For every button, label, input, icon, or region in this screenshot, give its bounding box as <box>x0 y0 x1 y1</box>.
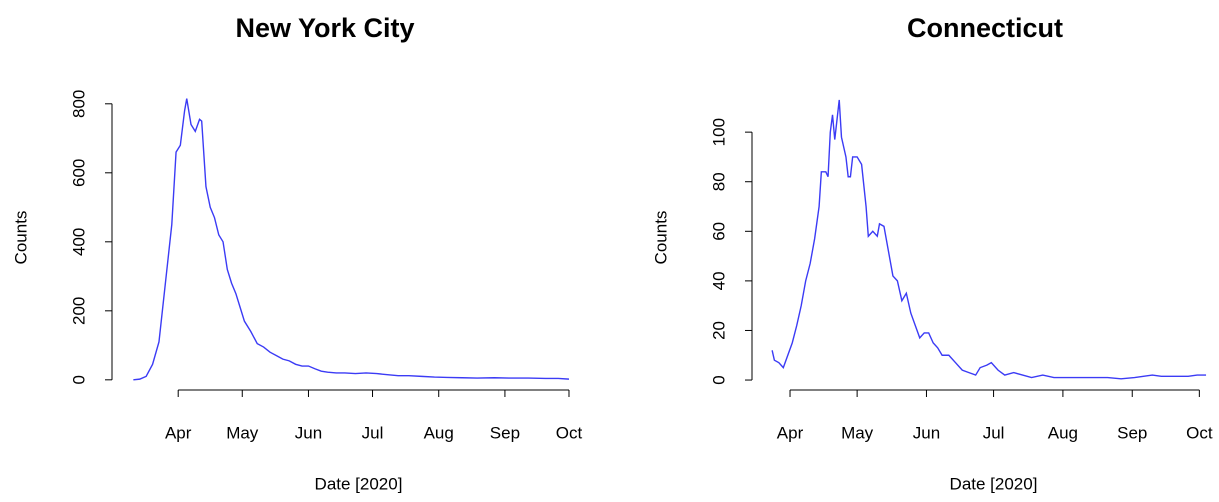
x-tick-label: May <box>226 423 259 442</box>
x-tick-label: Sep <box>1117 423 1147 442</box>
x-tick-label: Jul <box>983 423 1005 442</box>
y-axis-label: Counts <box>11 211 30 265</box>
x-tick-label: Apr <box>165 423 192 442</box>
y-tick-label: 80 <box>709 172 728 191</box>
x-tick-label: Jun <box>295 423 322 442</box>
x-axis-label: Date [2020] <box>950 474 1038 493</box>
x-tick-label: Oct <box>556 423 583 442</box>
y-tick-label: 800 <box>69 90 88 118</box>
y-tick-label: 600 <box>69 159 88 187</box>
y-tick-label: 0 <box>69 375 88 384</box>
y-tick-label: 100 <box>709 118 728 146</box>
x-tick-label: Aug <box>1048 423 1078 442</box>
y-tick-label: 200 <box>69 297 88 325</box>
data-line <box>133 98 570 381</box>
chart-title: New York City <box>235 13 414 43</box>
x-axis-label: Date [2020] <box>315 474 403 493</box>
x-tick-label: Apr <box>777 423 804 442</box>
y-tick-label: 60 <box>709 222 728 241</box>
y-tick-label: 0 <box>709 375 728 384</box>
y-axis-label: Counts <box>651 211 670 265</box>
chart-title: Connecticut <box>907 13 1063 43</box>
data-line <box>771 99 1207 380</box>
x-tick-label: Jul <box>362 423 384 442</box>
x-tick-label: Jun <box>913 423 940 442</box>
y-tick-label: 400 <box>69 228 88 256</box>
y-tick-label: 40 <box>709 271 728 290</box>
x-tick-label: May <box>841 423 874 442</box>
y-tick-label: 20 <box>709 321 728 340</box>
x-tick-label: Sep <box>490 423 520 442</box>
x-tick-label: Aug <box>424 423 454 442</box>
x-tick-label: Oct <box>1186 423 1213 442</box>
